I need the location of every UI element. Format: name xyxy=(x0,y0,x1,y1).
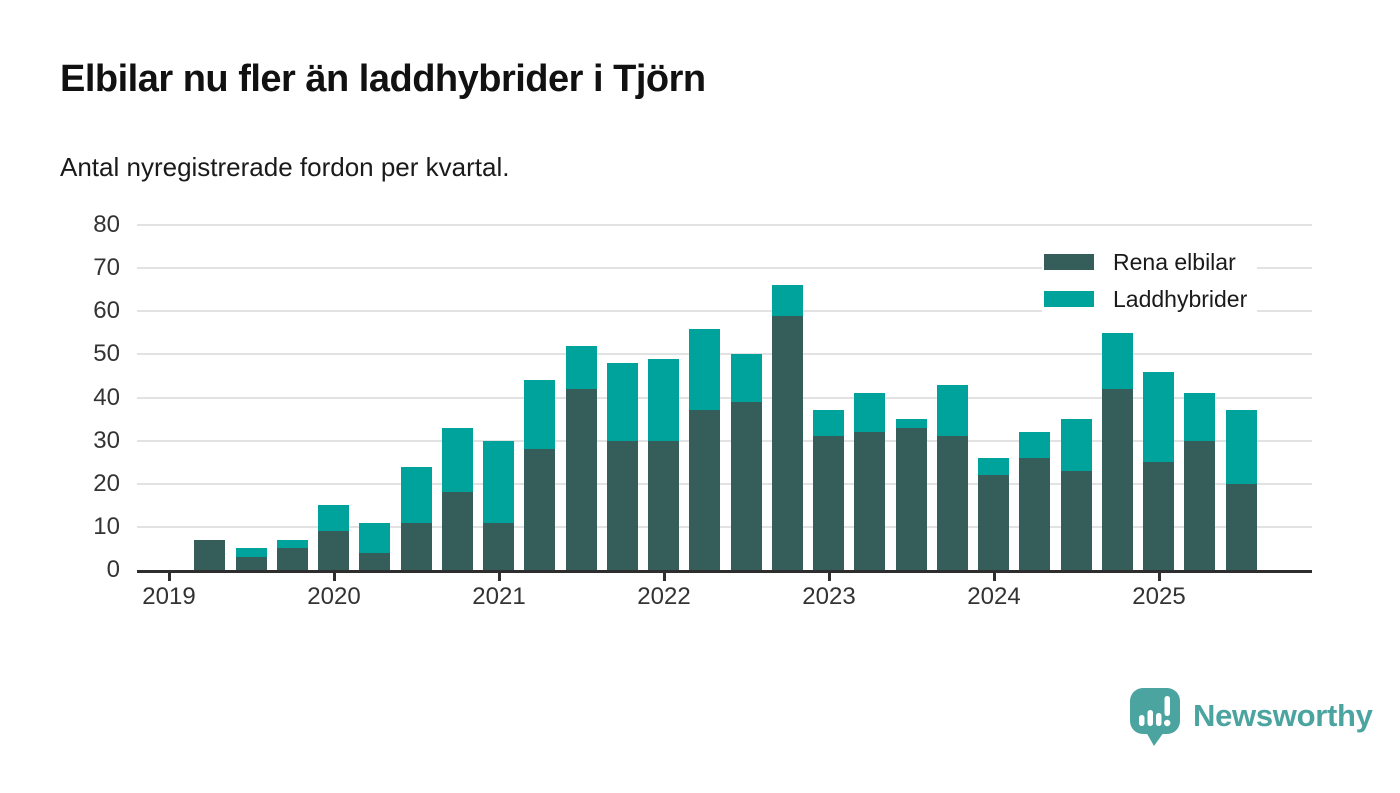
bar-2025-q3-rena-elbilar xyxy=(1226,484,1257,570)
chart-title: Elbilar nu fler än laddhybrider i Tjörn xyxy=(60,58,706,100)
y-axis-label-20: 20 xyxy=(93,470,120,497)
bar-2023-q4-rena-elbilar xyxy=(937,436,968,570)
branding: Newsworthy xyxy=(1128,686,1373,746)
x-axis-label-2025: 2025 xyxy=(1132,583,1186,610)
bar-2021-q3-rena-elbilar xyxy=(566,389,597,570)
bar-2024-q2-laddhybrider xyxy=(1019,432,1050,458)
gridline-30 xyxy=(137,440,1312,442)
x-axis-tick-2023 xyxy=(828,570,831,581)
legend-label-laddhybrider: Laddhybrider xyxy=(1113,285,1248,312)
x-axis-tick-2021 xyxy=(498,570,501,581)
bar-2021-q2-rena-elbilar xyxy=(524,449,555,570)
y-axis-label-0: 0 xyxy=(106,556,120,583)
bar-2020-q4-rena-elbilar xyxy=(442,492,473,570)
x-axis-label-2023: 2023 xyxy=(802,583,856,610)
bar-2020-q1-rena-elbilar xyxy=(318,531,349,570)
x-axis-line xyxy=(137,570,1312,573)
bar-2021-q4-rena-elbilar xyxy=(607,441,638,570)
y-axis-label-30: 30 xyxy=(93,427,120,454)
bar-2022-q1-laddhybrider xyxy=(648,359,679,441)
bar-2020-q2-laddhybrider xyxy=(359,523,390,553)
x-axis-label-2019: 2019 xyxy=(142,583,196,610)
bar-2022-q4-rena-elbilar xyxy=(772,316,803,570)
y-axis-label-40: 40 xyxy=(93,384,120,411)
legend-swatch-laddhybrider-icon xyxy=(1044,291,1094,307)
bar-2023-q3-rena-elbilar xyxy=(896,428,927,570)
bar-2021-q3-laddhybrider xyxy=(566,346,597,389)
bar-2025-q3-laddhybrider xyxy=(1226,410,1257,484)
x-axis-label-2021: 2021 xyxy=(472,583,526,610)
chart-subtitle: Antal nyregistrerade fordon per kvartal. xyxy=(60,152,510,182)
x-axis-label-2022: 2022 xyxy=(637,583,691,610)
bar-2022-q4-laddhybrider xyxy=(772,285,803,316)
bar-2024-q3-laddhybrider xyxy=(1061,419,1092,471)
chart-legend: Rena elbilar Laddhybrider xyxy=(1042,245,1258,318)
bar-2025-q2-laddhybrider xyxy=(1184,393,1215,441)
gridline-20 xyxy=(137,483,1312,485)
bar-2023-q4-laddhybrider xyxy=(937,385,968,436)
bar-2020-q4-laddhybrider xyxy=(442,428,473,492)
x-axis-label-2020: 2020 xyxy=(307,583,361,610)
bar-2021-q4-laddhybrider xyxy=(607,363,638,441)
bar-2022-q2-laddhybrider xyxy=(689,329,720,410)
bar-2020-q3-rena-elbilar xyxy=(401,523,432,570)
bar-2024-q4-rena-elbilar xyxy=(1102,389,1133,570)
bar-2024-q1-laddhybrider xyxy=(978,458,1009,475)
newsworthy-logo-icon xyxy=(1130,688,1180,746)
bar-2025-q1-laddhybrider xyxy=(1143,372,1174,462)
y-axis-label-70: 70 xyxy=(93,254,120,281)
bar-2022-q2-rena-elbilar xyxy=(689,410,720,570)
bar-2020-q2-rena-elbilar xyxy=(359,553,390,570)
legend-item-laddhybrider: Laddhybrider xyxy=(1044,284,1247,314)
bar-2022-q3-rena-elbilar xyxy=(731,402,762,570)
bar-2019-q4-laddhybrider xyxy=(277,540,308,548)
gridline-50 xyxy=(137,353,1312,355)
bar-2025-q1-rena-elbilar xyxy=(1143,462,1174,570)
legend-label-rena-elbilar: Rena elbilar xyxy=(1113,248,1236,275)
bar-2025-q2-rena-elbilar xyxy=(1184,441,1215,570)
y-axis-label-80: 80 xyxy=(93,211,120,238)
x-axis-tick-2024 xyxy=(993,570,996,581)
gridline-10 xyxy=(137,526,1312,528)
bar-2019-q2-rena-elbilar xyxy=(194,540,225,570)
y-axis-label-50: 50 xyxy=(93,340,120,367)
gridline-70 xyxy=(137,267,1312,269)
bar-2023-q1-rena-elbilar xyxy=(813,436,844,570)
bar-2024-q2-rena-elbilar xyxy=(1019,458,1050,570)
bar-2019-q4-rena-elbilar xyxy=(277,548,308,570)
bar-2022-q1-rena-elbilar xyxy=(648,441,679,570)
bar-2021-q1-rena-elbilar xyxy=(483,523,514,570)
legend-item-rena-elbilar: Rena elbilar xyxy=(1044,247,1247,277)
bar-2019-q3-laddhybrider xyxy=(236,548,267,557)
bar-2024-q4-laddhybrider xyxy=(1102,333,1133,389)
bar-2024-q3-rena-elbilar xyxy=(1061,471,1092,570)
bar-2021-q1-laddhybrider xyxy=(483,441,514,523)
bar-2024-q1-rena-elbilar xyxy=(978,475,1009,570)
gridline-60 xyxy=(137,310,1312,312)
x-axis-tick-2022 xyxy=(663,570,666,581)
bar-2023-q1-laddhybrider xyxy=(813,410,844,436)
y-axis-label-10: 10 xyxy=(93,513,120,540)
bar-2021-q2-laddhybrider xyxy=(524,380,555,449)
y-axis-label-60: 60 xyxy=(93,297,120,324)
x-axis-tick-2025 xyxy=(1158,570,1161,581)
x-axis-tick-2019 xyxy=(168,570,171,581)
gridline-40 xyxy=(137,397,1312,399)
bar-2023-q2-laddhybrider xyxy=(854,393,885,432)
bar-2019-q3-rena-elbilar xyxy=(236,557,267,570)
legend-swatch-rena-elbilar-icon xyxy=(1044,254,1094,270)
bar-2020-q3-laddhybrider xyxy=(401,467,432,523)
bar-2023-q2-rena-elbilar xyxy=(854,432,885,570)
gridline-80 xyxy=(137,224,1312,226)
bar-2022-q3-laddhybrider xyxy=(731,354,762,402)
bar-2023-q3-laddhybrider xyxy=(896,419,927,428)
x-axis-label-2024: 2024 xyxy=(967,583,1021,610)
newsworthy-wordmark: Newsworthy xyxy=(1193,698,1373,733)
bar-2020-q1-laddhybrider xyxy=(318,505,349,531)
x-axis-tick-2020 xyxy=(333,570,336,581)
